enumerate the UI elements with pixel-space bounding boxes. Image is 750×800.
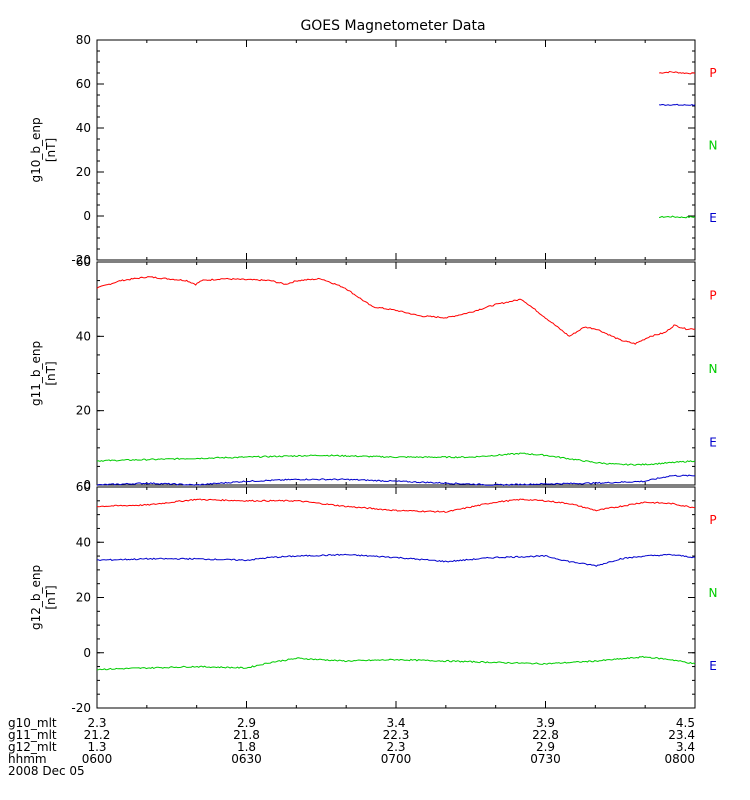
y-tick-label: 20 (76, 165, 91, 179)
y-tick-label: 60 (76, 480, 91, 494)
legend-N: N (709, 362, 718, 376)
panel-1: -20 0 20 40 60 80 g10_b_enp [nT] P N E (29, 33, 717, 267)
time-row-value: 21.8 (233, 728, 260, 742)
y-axis-label: g10_b_enp (29, 117, 43, 182)
y-tick-label: 20 (76, 591, 91, 605)
legend-E: E (709, 436, 717, 450)
time-row-value: 4.5 (676, 716, 695, 730)
legend-P: P (709, 288, 716, 302)
time-row-value: 0800 (664, 752, 695, 766)
series-line-E (96, 553, 696, 567)
y-axis-unit: [nT] (44, 361, 58, 385)
y-axis-label: g11_b_enp (29, 341, 43, 406)
series-line-E (659, 103, 696, 106)
time-row-label: g10_mlt (8, 716, 57, 730)
time-row-label: g12_mlt (8, 740, 57, 754)
y-axis-unit: [nT] (44, 585, 58, 609)
time-row-value: 2.3 (386, 740, 405, 754)
y-tick-label: 80 (76, 33, 91, 47)
series-line-N (658, 215, 696, 219)
panel-frame (96, 486, 696, 709)
time-row-label: g11_mlt (8, 728, 57, 742)
time-axis-table: g10_mlt 2.3 2.9 3.4 3.9 4.5 g11_mlt 21.2 21.8 22.… (8, 716, 695, 778)
y-tick-label: 40 (76, 535, 91, 549)
panel-frame (96, 39, 696, 261)
time-row-value: 22.8 (532, 728, 559, 742)
series-line-P (96, 276, 696, 345)
time-row-value: 0730 (530, 752, 561, 766)
time-row-label: hhmm (8, 752, 47, 766)
y-tick-label: 60 (76, 255, 91, 269)
series-line-N (96, 452, 696, 466)
panel-3: -20 0 20 40 60 g12_b_enp [nT] P N E (29, 480, 717, 715)
y-tick-label: 0 (83, 209, 91, 223)
legend-E: E (709, 659, 717, 673)
series-line-N (96, 655, 696, 671)
y-tick-label: 0 (83, 478, 91, 492)
time-row-value: 21.2 (84, 728, 111, 742)
y-tick-label: 0 (83, 646, 91, 660)
time-row-value: 23.4 (668, 728, 695, 742)
time-row-value: 0700 (381, 752, 412, 766)
legend-P: P (709, 66, 716, 80)
y-tick-label: 40 (76, 329, 91, 343)
y-tick-label: 20 (76, 404, 91, 418)
time-row-value: 22.3 (383, 728, 410, 742)
time-row-value: 1.8 (237, 740, 256, 754)
panel-2: 0 20 40 60 g11_b_enp [nT] P N E (29, 255, 717, 492)
y-axis-unit: [nT] (44, 138, 58, 162)
y-tick-label: -20 (71, 701, 91, 715)
time-row-value: 3.4 (386, 716, 405, 730)
time-row-value: 2.9 (237, 716, 256, 730)
chart-title: GOES Magnetometer Data (300, 18, 485, 34)
y-tick-label: 40 (76, 121, 91, 135)
time-row-value: 0630 (231, 752, 262, 766)
time-row-value: 1.3 (87, 740, 106, 754)
time-row-value: 3.9 (536, 716, 555, 730)
legend-P: P (709, 513, 716, 527)
date-label: 2008 Dec 05 (8, 764, 85, 778)
time-row-value: 3.4 (676, 740, 695, 754)
y-tick-label: -20 (71, 253, 91, 267)
legend-N: N (709, 139, 718, 153)
time-row-value: 0600 (82, 752, 113, 766)
y-axis-label: g12_b_enp (29, 565, 43, 630)
legend-E: E (709, 211, 717, 225)
series-line-P (96, 498, 696, 513)
panel-frame (96, 261, 696, 486)
y-tick-label: 60 (76, 77, 91, 91)
legend-N: N (709, 586, 718, 600)
series-line-E (96, 474, 696, 486)
time-row-value: 2.3 (87, 716, 106, 730)
series-line-P (659, 70, 696, 75)
time-row-value: 2.9 (536, 740, 555, 754)
